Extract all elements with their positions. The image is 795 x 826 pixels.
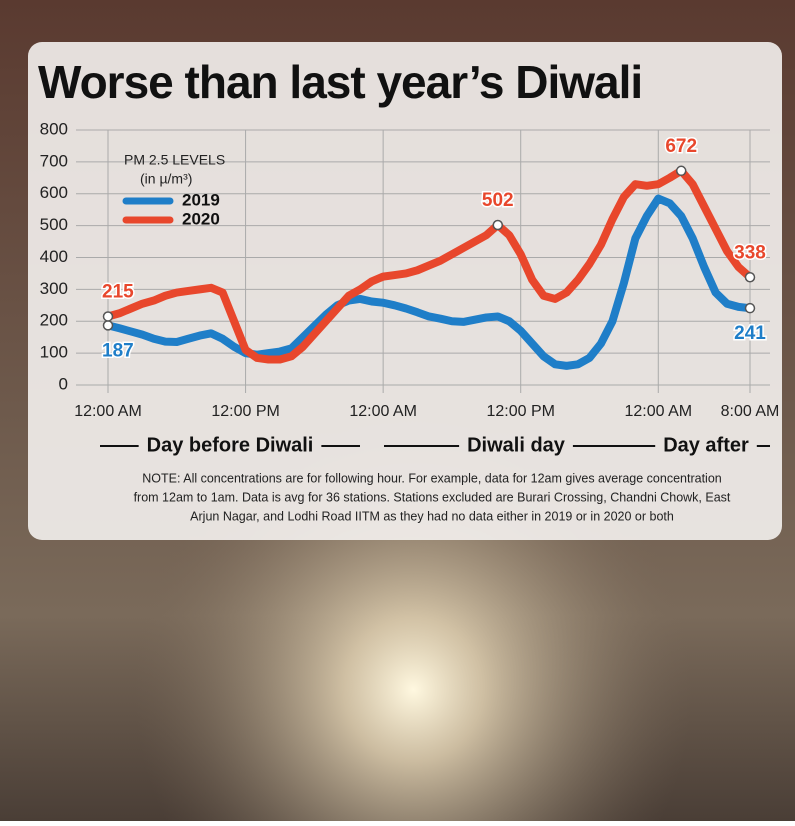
x-tick-label: 8:00 AM [721, 403, 780, 420]
x-tick-label: 12:00 AM [349, 403, 417, 420]
y-tick-label: 800 [40, 119, 68, 138]
value-label: 215 [102, 281, 134, 302]
note-line: from 12am to 1am. Data is avg for 36 sta… [134, 490, 731, 504]
value-label: 187 [102, 340, 134, 361]
period-label: Day after [663, 434, 749, 456]
y-tick-label: 400 [40, 247, 68, 266]
legend-label: 2019 [182, 190, 220, 209]
value-label: 502 [482, 190, 514, 211]
legend-title: PM 2.5 LEVELS [124, 152, 225, 168]
series-line [104, 166, 754, 364]
y-tick-label: 100 [40, 343, 68, 362]
legend-label: 2020 [182, 209, 220, 228]
period-label: Diwali day [467, 434, 566, 456]
value-label: 241 [734, 323, 766, 344]
x-tick-label: 12:00 AM [74, 403, 142, 420]
note-line: Arjun Nagar, and Lodhi Road IITM as they… [190, 509, 674, 523]
y-tick-label: 300 [40, 279, 68, 298]
period-label: Day before Diwali [147, 434, 314, 456]
x-tick-label: 12:00 PM [211, 403, 279, 420]
x-tick-label: 12:00 PM [486, 403, 554, 420]
point-marker [492, 219, 504, 231]
card [28, 42, 782, 540]
y-tick-label: 0 [59, 374, 68, 393]
value-label: 338 [734, 242, 766, 263]
point-marker [744, 272, 756, 283]
legend-title: (in µ/m³) [140, 171, 192, 187]
note-line: NOTE: All concentrations are for followi… [142, 471, 722, 485]
y-tick-label: 500 [40, 215, 68, 234]
series-line [104, 194, 754, 370]
y-tick-label: 700 [40, 151, 68, 170]
x-tick-label: 12:00 AM [624, 403, 692, 420]
point-marker [102, 320, 114, 331]
point-marker [744, 302, 756, 314]
point-marker [675, 165, 687, 177]
y-tick-label: 600 [40, 183, 68, 202]
point-marker [102, 311, 114, 322]
value-label: 672 [665, 136, 697, 157]
y-tick-label: 200 [40, 311, 68, 330]
chart-title: Worse than last year’s Diwali [38, 56, 642, 108]
